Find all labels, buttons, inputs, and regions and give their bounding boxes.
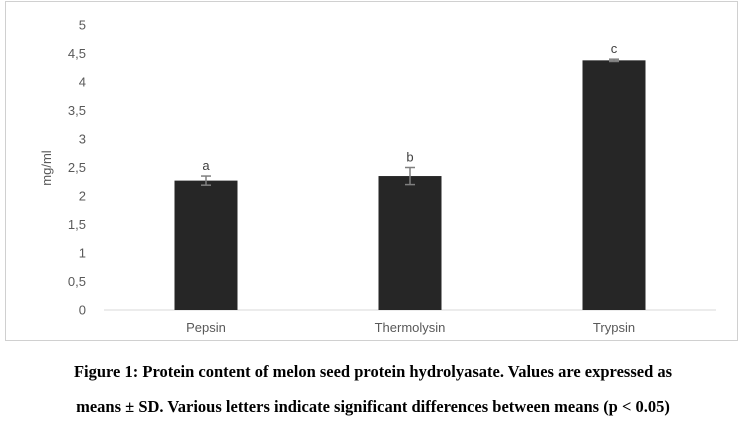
y-tick-label: 3,5 bbox=[68, 103, 86, 118]
y-tick-label: 3 bbox=[79, 132, 86, 147]
error-bar-pepsin bbox=[201, 175, 211, 186]
y-tick-label: 2,5 bbox=[68, 160, 86, 175]
significance-letter: a bbox=[202, 158, 210, 173]
x-tick-label: Pepsin bbox=[186, 320, 226, 335]
y-tick-label: 1,5 bbox=[68, 217, 86, 232]
bar-thermolysin bbox=[378, 176, 442, 310]
significance-letter: c bbox=[611, 41, 618, 56]
bar-chart: 0 0,5 1 1,5 2 2,5 3 3,5 4 4,5 5 mg/ml a b c Pepsin Th… bbox=[39, 18, 716, 335]
y-tick-label: 0,5 bbox=[68, 274, 86, 289]
bars: a b c bbox=[174, 41, 646, 311]
y-tick-label: 4,5 bbox=[68, 46, 86, 61]
figure-caption-line-1: Figure 1: Protein content of melon seed … bbox=[73, 362, 673, 381]
error-bar-thermolysin bbox=[405, 166, 415, 186]
y-tick-label: 4 bbox=[79, 75, 86, 90]
bar-trypsin bbox=[582, 60, 646, 311]
y-tick-label: 2 bbox=[79, 189, 86, 204]
y-axis-label: mg/ml bbox=[39, 150, 54, 186]
x-tick-label: Thermolysin bbox=[375, 320, 446, 335]
y-tick-label: 0 bbox=[79, 303, 86, 318]
significance-letter: b bbox=[406, 150, 413, 165]
bar-pepsin bbox=[174, 180, 238, 310]
y-tick-label: 5 bbox=[79, 18, 86, 33]
figure-caption-line-2: means ± SD. Various letters indicate sig… bbox=[76, 397, 670, 416]
y-axis: 0 0,5 1 1,5 2 2,5 3 3,5 4 4,5 5 bbox=[68, 18, 86, 318]
y-tick-label: 1 bbox=[79, 246, 86, 261]
x-tick-label: Trypsin bbox=[593, 320, 635, 335]
x-axis: Pepsin Thermolysin Trypsin bbox=[186, 320, 635, 335]
error-bar-trypsin bbox=[609, 58, 619, 63]
